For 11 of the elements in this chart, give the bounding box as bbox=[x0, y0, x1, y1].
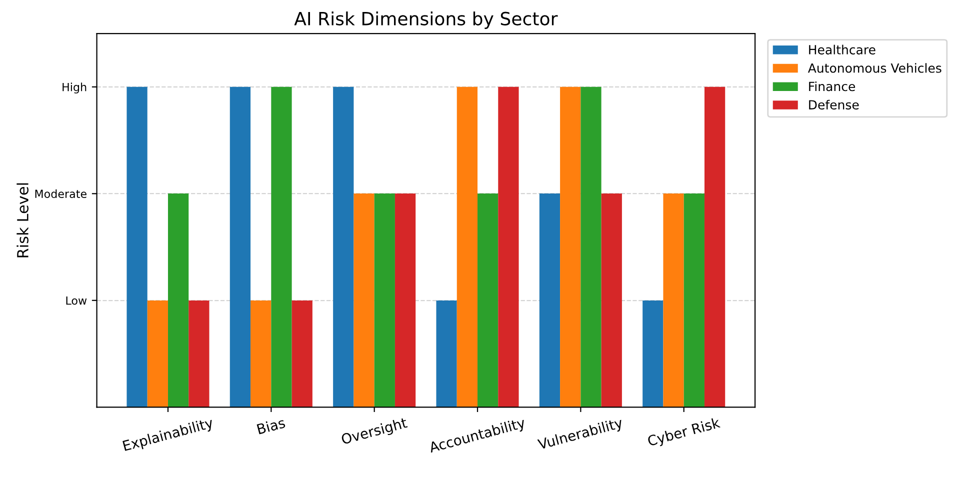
legend-label: Finance bbox=[809, 81, 856, 92]
category-label: High bbox=[62, 82, 86, 94]
legend-label: Autonomous Vehicles bbox=[808, 63, 942, 73]
chart-title: AI Risk Dimensions by Sector bbox=[294, 11, 558, 29]
x-tick-label: Bias bbox=[256, 417, 286, 434]
y-axis-title: Risk Level bbox=[16, 183, 28, 258]
category-label: Moderate bbox=[35, 189, 86, 198]
category-label: Low bbox=[66, 296, 87, 305]
x-tick-label: Cyber Risk bbox=[647, 416, 722, 449]
legend-label: Defense bbox=[809, 100, 859, 110]
legend-label: Healthcare bbox=[809, 44, 876, 54]
